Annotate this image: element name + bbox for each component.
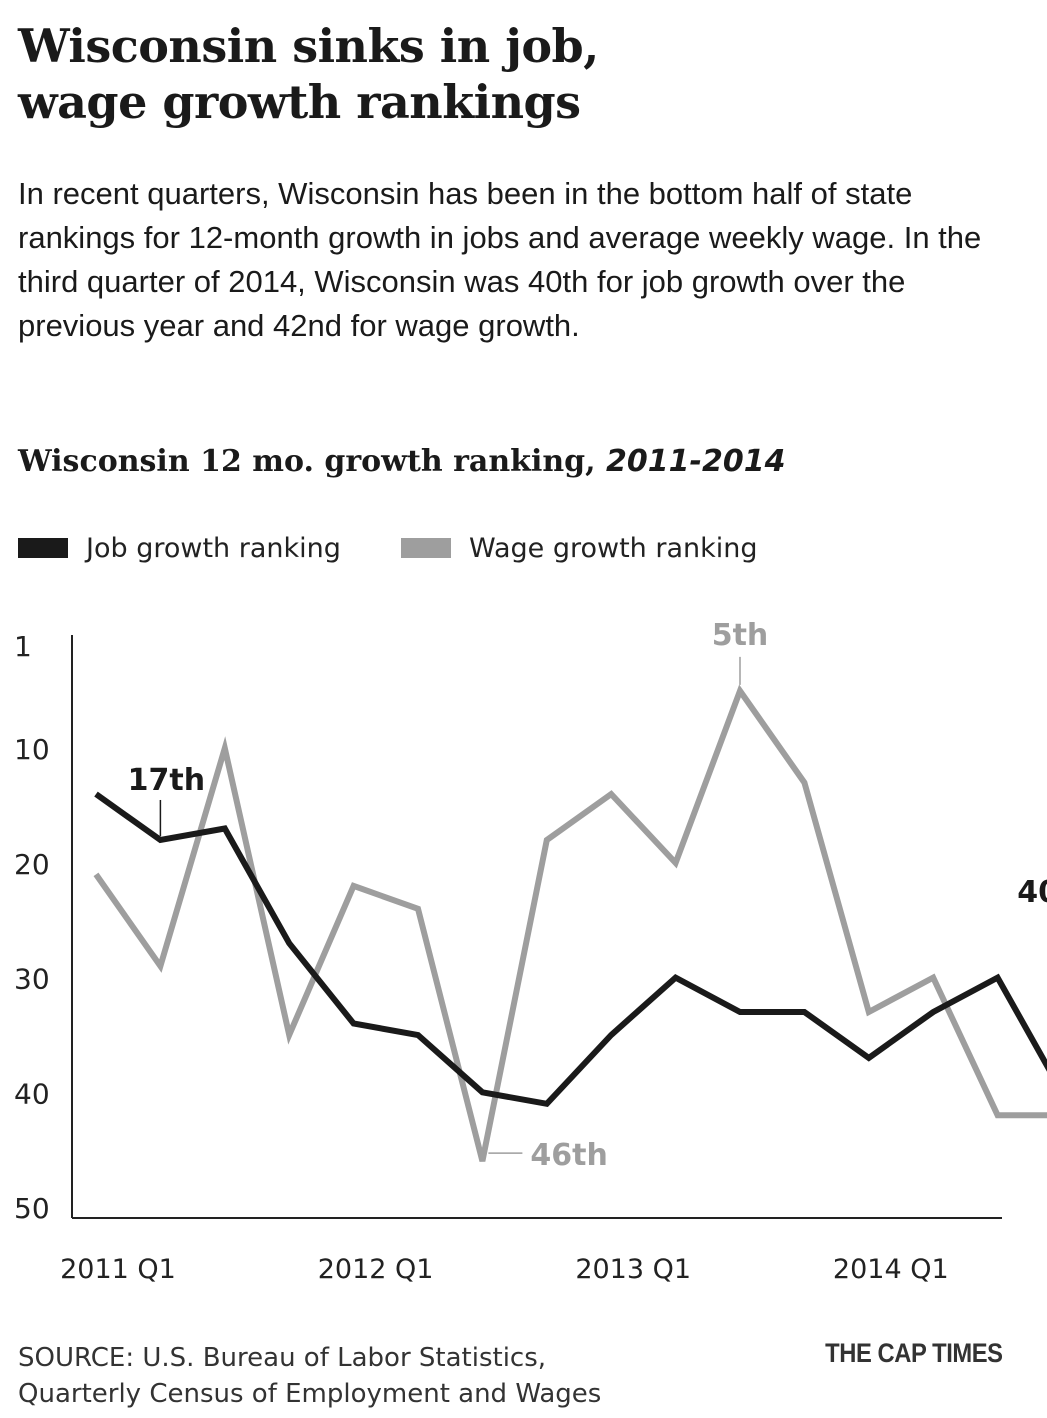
y-tick-label: 10: [14, 733, 50, 766]
description: In recent quarters, Wisconsin has been i…: [18, 176, 982, 343]
x-tick-label: 2011 Q1: [60, 1254, 176, 1285]
job-growth-line: [94, 791, 1047, 1108]
legend: Job growth ranking Wage growth ranking: [18, 528, 1018, 568]
x-tick-label: 2013 Q1: [575, 1254, 691, 1285]
chart-title: Wisconsin sinks in job, wage growth rank…: [18, 18, 1018, 130]
source-line-1: SOURCE: U.S. Bureau of Labor Statistics,: [18, 1343, 547, 1373]
legend-swatch-wage: [401, 538, 451, 558]
annotation-label-46th: 46th: [530, 1138, 607, 1173]
y-tick-label: 20: [14, 848, 50, 881]
line-chart: 1 10 20 30 40 50 2011 Q1 2012 Q1 2013 Q1 2014 Q1 1…: [14, 618, 1047, 1285]
subtitle-years: 2011-2014: [606, 444, 786, 479]
title-line-1: Wisconsin sinks in job,: [18, 19, 599, 73]
y-tick-label: 30: [14, 963, 50, 996]
legend-label-wage: Wage growth ranking: [469, 532, 758, 564]
source-note: SOURCE: U.S. Bureau of Labor Statistics,…: [18, 1340, 718, 1412]
annotation-label-40th: 40th: [1017, 875, 1047, 910]
annotation-label-5th: 5th: [712, 618, 769, 653]
title-line-2: wage growth rankings: [18, 75, 581, 129]
y-tick-label: 40: [14, 1077, 50, 1110]
wage-growth-line: [93, 684, 1047, 1162]
legend-label-job: Job growth ranking: [86, 532, 341, 564]
legend-swatch-job: [18, 538, 68, 558]
subtitle-text: Wisconsin 12 mo. growth ranking,: [18, 444, 607, 479]
y-tick-label: 50: [14, 1192, 50, 1225]
annotation-label-17th: 17th: [128, 763, 205, 798]
x-tick-label: 2014 Q1: [833, 1254, 949, 1285]
source-line-2: Quarterly Census of Employment and Wages: [18, 1379, 602, 1409]
legend-item-job: Job growth ranking: [18, 528, 341, 568]
chart-subtitle: Wisconsin 12 mo. growth ranking, 2011-20…: [18, 440, 1018, 484]
brand-logo: THE CAP TIMES: [825, 1338, 1004, 1368]
y-tick-label: 1: [14, 630, 32, 663]
x-tick-label: 2012 Q1: [318, 1254, 434, 1285]
legend-item-wage: Wage growth ranking: [401, 528, 758, 568]
